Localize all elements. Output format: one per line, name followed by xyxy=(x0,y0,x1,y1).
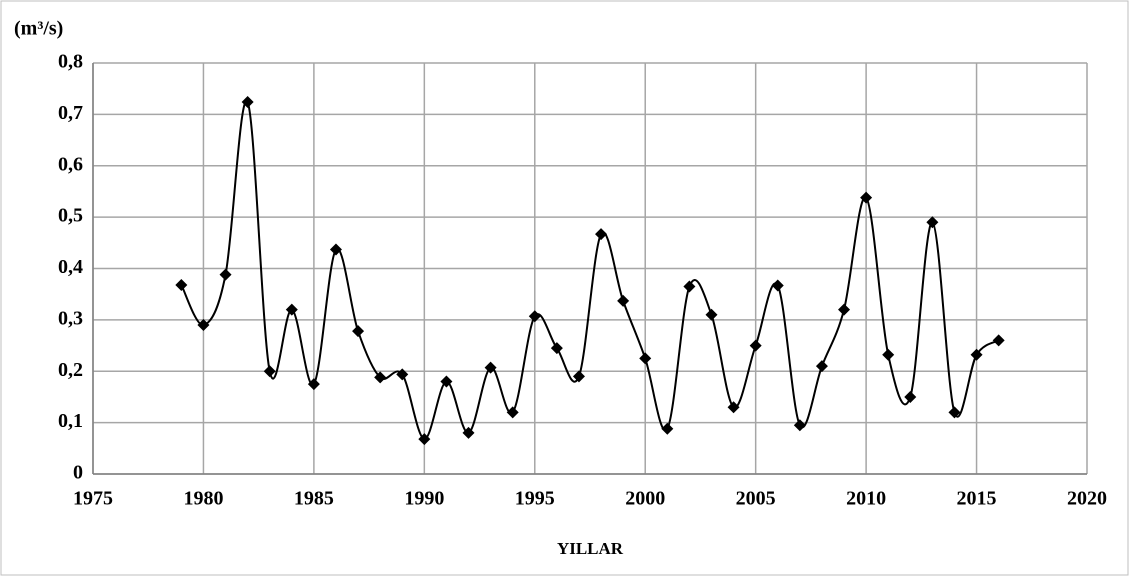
data-point xyxy=(992,334,1005,347)
data-point xyxy=(374,371,387,384)
y-tick-label: 0,2 xyxy=(58,359,83,381)
data-point xyxy=(838,303,851,316)
data-point xyxy=(727,401,740,414)
y-tick-label: 0,3 xyxy=(58,307,83,329)
data-point xyxy=(506,406,519,419)
x-tick-label: 1975 xyxy=(73,488,113,510)
data-point xyxy=(904,390,917,403)
data-point xyxy=(175,278,188,291)
y-tick-label: 0,7 xyxy=(58,102,83,124)
y-tick-label: 0,1 xyxy=(58,410,83,432)
data-point xyxy=(418,433,431,446)
x-tick-label: 2000 xyxy=(625,488,665,510)
data-point xyxy=(440,375,453,388)
data-point xyxy=(197,319,210,332)
data-point xyxy=(617,294,630,307)
y-tick-label: 0,6 xyxy=(58,153,83,175)
data-point xyxy=(970,348,983,361)
data-point xyxy=(882,348,895,361)
x-tick-label: 2015 xyxy=(957,488,997,510)
x-tick-label: 1990 xyxy=(404,488,444,510)
y-tick-label: 0,5 xyxy=(58,205,83,227)
data-point xyxy=(484,361,497,374)
data-point xyxy=(396,368,409,381)
data-point xyxy=(926,216,939,229)
data-point xyxy=(528,310,541,323)
data-point xyxy=(793,419,806,432)
data-point xyxy=(749,339,762,352)
x-tick-label: 2005 xyxy=(736,488,776,510)
x-tick-label: 2010 xyxy=(846,488,886,510)
x-tick-label: 2020 xyxy=(1067,488,1107,510)
x-tick-label: 1980 xyxy=(183,488,223,510)
data-point xyxy=(241,96,254,109)
data-point xyxy=(550,342,563,355)
data-line xyxy=(180,99,1000,441)
x-axis-label: YILLAR xyxy=(557,539,624,558)
data-point xyxy=(263,365,276,378)
data-point xyxy=(572,370,585,383)
data-point xyxy=(639,352,652,365)
data-point xyxy=(705,308,718,321)
data-point xyxy=(683,280,696,293)
data-point xyxy=(661,422,674,435)
x-tick-label: 1985 xyxy=(294,488,334,510)
data-point xyxy=(307,378,320,391)
data-point xyxy=(285,303,298,316)
data-point xyxy=(948,406,961,419)
data-point xyxy=(329,243,342,256)
y-tick-label: 0 xyxy=(73,462,83,484)
x-tick-label: 1995 xyxy=(515,488,555,510)
y-tick-label: 0,8 xyxy=(58,51,83,73)
data-point xyxy=(860,191,873,204)
data-point xyxy=(595,228,608,241)
data-point xyxy=(219,268,232,281)
y-axis-label: (m³/s) xyxy=(14,18,63,40)
data-point xyxy=(352,325,365,338)
data-point xyxy=(771,279,784,292)
data-point xyxy=(462,426,475,439)
y-tick-label: 0,4 xyxy=(58,256,83,278)
data-point xyxy=(815,360,828,373)
